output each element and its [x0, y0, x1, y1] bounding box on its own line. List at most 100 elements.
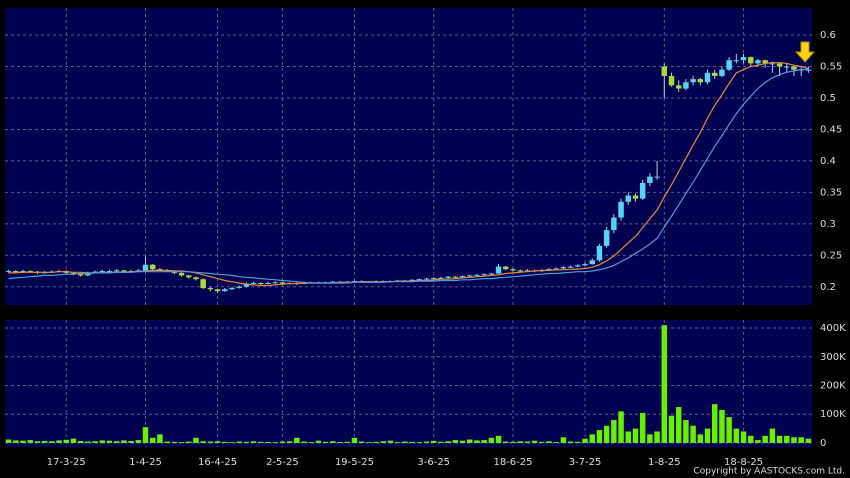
candle-body	[675, 85, 682, 89]
y-tick-label: 0.25	[820, 250, 842, 261]
volume-bar	[416, 442, 423, 443]
volume-bar	[41, 440, 48, 443]
volume-bar	[200, 441, 206, 443]
candle-body	[243, 283, 250, 287]
volume-bar	[56, 440, 62, 443]
volume-bar	[769, 428, 776, 443]
volume-bar	[358, 441, 365, 443]
volume-bar	[582, 438, 588, 443]
volume-bar	[719, 409, 725, 443]
volume-bar	[798, 437, 804, 443]
volume-bar	[380, 441, 387, 443]
volume-bar	[481, 440, 487, 443]
volume-bar	[85, 441, 91, 443]
volume-bar	[791, 437, 797, 443]
candle-body	[704, 72, 711, 83]
volume-bar	[575, 441, 581, 443]
candle-body	[459, 276, 466, 278]
volume-bar	[128, 440, 134, 443]
candle-body	[438, 277, 444, 279]
candle-body	[229, 288, 235, 290]
candle-body	[474, 274, 480, 276]
candle-body	[524, 270, 531, 272]
volume-bar	[488, 437, 495, 443]
volume-bar	[193, 437, 199, 443]
volume-bar	[13, 440, 19, 443]
volume-bar	[121, 440, 127, 443]
candle-body	[106, 271, 113, 273]
y-tick-label: 0.6	[820, 30, 836, 41]
volume-bar	[531, 440, 538, 443]
candle-body	[711, 72, 718, 76]
volume-bar	[474, 440, 480, 443]
y-tick-label: 0.3	[820, 219, 836, 230]
candle-body	[575, 265, 581, 267]
candle-body	[769, 63, 776, 65]
volume-bar	[567, 441, 574, 443]
volume-bar	[625, 431, 632, 443]
volume-bar	[301, 441, 307, 443]
volume-bar	[539, 441, 545, 443]
x-tick-label: 18-6-25	[493, 457, 532, 468]
candle-body	[719, 69, 725, 76]
candle-body	[690, 79, 696, 83]
candle-body	[726, 60, 732, 70]
volume-bar	[272, 442, 278, 443]
volume-bar	[236, 441, 242, 443]
candle-body	[639, 182, 646, 199]
volume-bar	[366, 442, 372, 443]
candle-body	[178, 272, 185, 276]
candle-body	[517, 270, 523, 272]
volume-bar	[149, 437, 156, 443]
volume-bar	[423, 441, 430, 443]
y-tick-label: 0.4	[820, 156, 836, 167]
candle-body	[193, 277, 199, 280]
volume-bar	[250, 441, 257, 443]
y-tick-label: 0.2	[820, 282, 836, 293]
copyright: Copyright by AASTOCKS.com Ltd.	[693, 467, 845, 477]
candle-body	[222, 289, 228, 292]
candle-body	[647, 176, 653, 183]
volume-bar	[92, 441, 98, 443]
x-tick-label: 1-4-25	[129, 457, 162, 468]
candle-body	[697, 79, 704, 83]
candle-body	[654, 176, 660, 178]
plot-layer: 0.2 0.25 0.3 0.35 0.4 0.45 0.5 0.55 0.6 0 100K 200K…	[5, 8, 846, 468]
price-panel	[5, 8, 812, 305]
volume-bar	[654, 431, 660, 443]
volume-bar	[611, 419, 617, 443]
candle-body	[776, 63, 783, 67]
volume-bar	[603, 425, 610, 443]
candle-body	[351, 281, 358, 283]
candle-body	[445, 276, 451, 278]
candle-body	[467, 275, 473, 277]
volume-bar	[459, 440, 466, 443]
volume-bar	[77, 440, 84, 443]
candle-body	[409, 279, 415, 281]
volume-bar	[222, 441, 228, 443]
volume-bar	[373, 441, 379, 443]
candle-body	[748, 57, 754, 64]
candle-body	[157, 269, 163, 271]
candle-body	[142, 264, 149, 271]
volume-bar	[34, 441, 41, 443]
volume-bar	[20, 440, 26, 443]
volume-bar	[258, 441, 264, 443]
volume-bar	[445, 441, 451, 443]
volume-bar	[106, 440, 113, 443]
candle-body	[596, 245, 603, 261]
x-tick-label: 19-5-25	[335, 457, 374, 468]
volume-bar	[185, 441, 192, 443]
volume-bar	[517, 441, 523, 443]
volume-bar	[784, 435, 790, 443]
candle-body	[510, 269, 516, 271]
candle-body	[113, 270, 120, 272]
candle-body	[632, 195, 639, 199]
volume-bar	[207, 441, 214, 443]
y-tick-label: 300K	[820, 352, 846, 363]
volume-bar	[618, 411, 624, 443]
volume-bar	[308, 442, 314, 443]
candle-body	[416, 279, 423, 281]
volume-bar	[294, 437, 300, 443]
